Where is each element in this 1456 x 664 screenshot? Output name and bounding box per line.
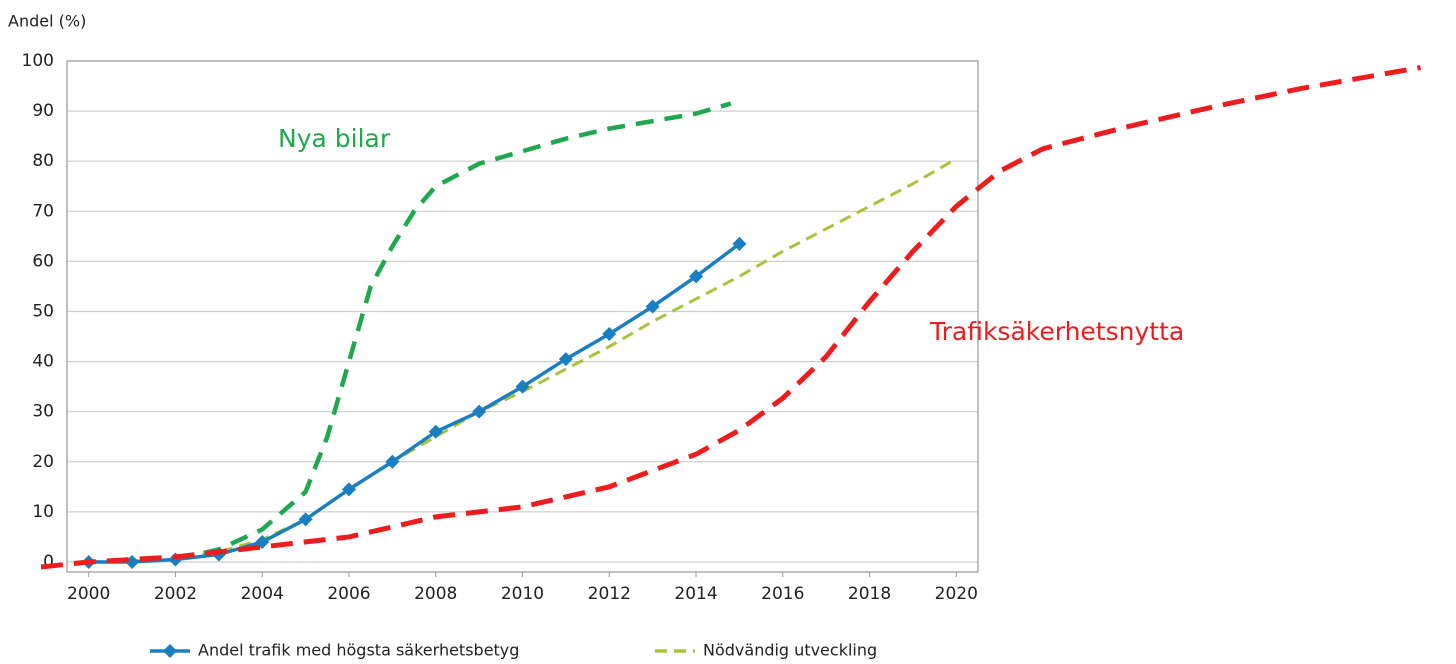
y-tick-label: 90	[32, 101, 54, 121]
x-tick-label: 2002	[154, 584, 197, 604]
y-tick-label: 10	[32, 502, 54, 522]
x-tick-label: 2004	[241, 584, 284, 604]
x-tick-label: 2014	[674, 584, 717, 604]
marker	[732, 236, 747, 251]
x-tick-label: 2008	[414, 584, 457, 604]
y-tick-label: 0	[43, 552, 54, 572]
series-line	[174, 101, 732, 562]
marker	[298, 512, 313, 527]
legend-label: Nödvändig utveckling	[703, 641, 877, 660]
x-tick-label: 2018	[848, 584, 891, 604]
marker	[645, 299, 660, 314]
series-line	[88, 242, 741, 564]
marker	[558, 352, 573, 367]
y-tick-label: 30	[32, 402, 54, 422]
legend-marker	[163, 644, 177, 658]
annotation: Trafiksäkerhetsnytta	[929, 317, 1184, 346]
marker	[428, 424, 443, 439]
series-line	[40, 65, 1421, 570]
marker	[385, 454, 400, 469]
x-tick-label: 2000	[67, 584, 110, 604]
y-tick-label: 40	[32, 352, 54, 372]
y-tick-label: 80	[32, 151, 54, 171]
y-tick-label: 60	[32, 251, 54, 271]
series-line	[88, 157, 958, 564]
legend-label: Andel trafik med högsta säkerhetsbetyg	[198, 641, 519, 660]
marker	[515, 379, 530, 394]
y-tick-label: 50	[32, 301, 54, 321]
annotation: Nya bilar	[278, 124, 391, 153]
marker	[472, 404, 487, 419]
x-tick-label: 2010	[501, 584, 544, 604]
marker	[689, 269, 704, 284]
y-tick-label: 20	[32, 452, 54, 472]
y-tick-label: 100	[22, 51, 54, 71]
x-tick-label: 2016	[761, 584, 804, 604]
marker	[341, 482, 356, 497]
x-tick-label: 2012	[588, 584, 631, 604]
y-axis-label: Andel (%)	[8, 12, 86, 31]
x-tick-label: 2006	[327, 584, 370, 604]
marker	[602, 327, 617, 342]
plot-frame	[66, 60, 979, 573]
x-tick-label: 2020	[935, 584, 978, 604]
y-tick-label: 70	[32, 201, 54, 221]
